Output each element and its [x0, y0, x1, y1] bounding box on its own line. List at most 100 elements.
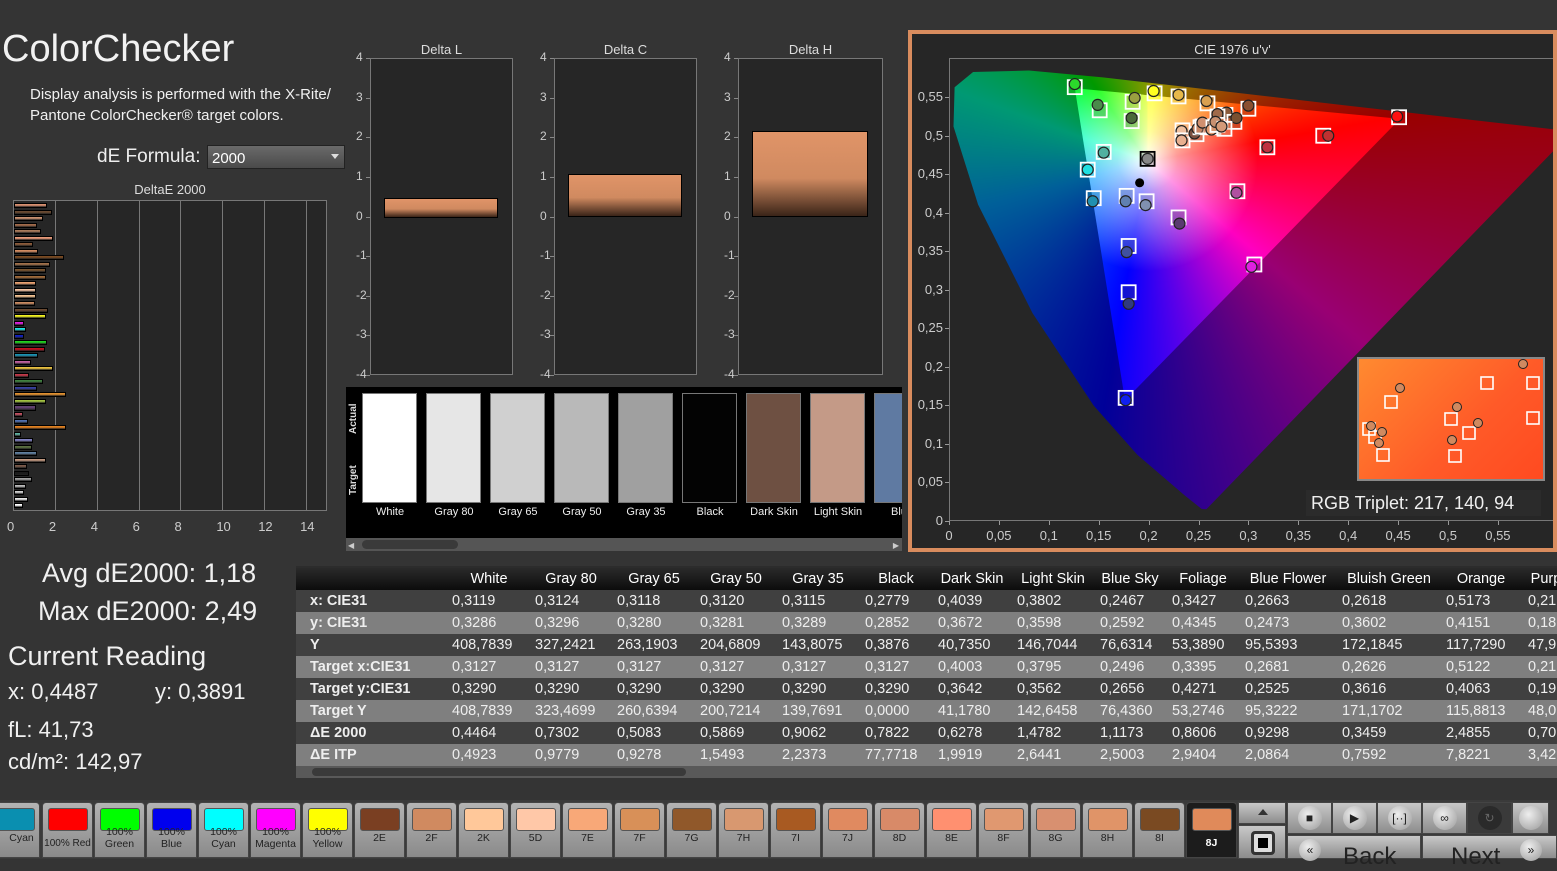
patch-button[interactable]: 8D — [874, 802, 925, 858]
table-cell: 117,7290 — [1446, 637, 1506, 653]
column-header[interactable]: Gray 80 — [545, 571, 597, 587]
tick-mark — [945, 366, 949, 368]
patch-button[interactable]: 100% Yellow — [302, 802, 353, 858]
table-cell: 48,0 — [1528, 703, 1557, 719]
deltae-bar — [14, 294, 37, 300]
next-button[interactable]: Next » — [1422, 835, 1557, 870]
patch-button[interactable]: 8H — [1082, 802, 1133, 858]
actual-label: Actual — [348, 403, 359, 434]
table-cell: 408,7839 — [452, 703, 513, 719]
column-header[interactable]: White — [470, 571, 508, 587]
color-swatch[interactable] — [874, 393, 902, 503]
color-swatch[interactable] — [746, 393, 801, 503]
patch-button[interactable]: Cyan — [0, 802, 40, 858]
table-scrollbar[interactable] — [296, 766, 1557, 778]
measured-marker — [1452, 402, 1462, 412]
color-swatch[interactable] — [682, 393, 737, 503]
column-header[interactable]: Purp — [1530, 571, 1557, 587]
patch-button[interactable]: 8G — [1030, 802, 1081, 858]
table-cell: 0,5869 — [700, 725, 745, 741]
tick-mark — [1497, 521, 1499, 525]
delta-bar — [384, 197, 498, 218]
tick-mark — [945, 251, 949, 253]
column-header[interactable]: Foliage — [1179, 571, 1227, 587]
column-header[interactable]: Gray 50 — [710, 571, 762, 587]
play-button[interactable]: ▶ — [1332, 802, 1377, 834]
column-header[interactable]: Blue Sky — [1101, 571, 1159, 587]
y-tick-label: 2 — [356, 129, 363, 144]
tick-mark — [1448, 521, 1449, 525]
tick-mark — [550, 137, 554, 139]
patch-button[interactable]: 8I — [1134, 802, 1185, 858]
color-swatch[interactable] — [362, 393, 417, 503]
table-cell: 0,3127 — [535, 659, 580, 675]
patch-button[interactable]: 8E — [926, 802, 977, 858]
fit-button[interactable]: [··] — [1377, 802, 1422, 834]
column-header[interactable]: Gray 65 — [628, 571, 680, 587]
patch-button[interactable]: 7E — [562, 802, 613, 858]
swatch-scrollbar[interactable]: ◀ ▶ — [346, 538, 902, 551]
patch-button[interactable]: 7J — [822, 802, 873, 858]
patch-button[interactable]: 100% Blue — [146, 802, 197, 858]
patch-button[interactable]: 7F — [614, 802, 665, 858]
x-tick-label: 6 — [132, 519, 140, 534]
table-cell: 0,5173 — [1446, 593, 1491, 609]
stop-patch-button[interactable] — [1238, 825, 1286, 859]
column-header[interactable]: Gray 35 — [792, 571, 844, 587]
deltae-bar — [14, 431, 21, 437]
column-header[interactable]: Dark Skin — [940, 571, 1004, 587]
column-header[interactable]: Blue Flower — [1249, 571, 1327, 587]
formula-select[interactable]: 2000 — [207, 145, 345, 169]
patch-button[interactable]: 7G — [666, 802, 717, 858]
record-button[interactable] — [1512, 802, 1549, 834]
color-swatch[interactable] — [810, 393, 865, 503]
deltae-bar — [14, 235, 53, 241]
deltae-bar — [14, 477, 33, 483]
patch-button[interactable]: 7H — [718, 802, 769, 858]
table-row: Target y:CIE31 0,3290 0,3290 0,3290 0,3290 0,… — [296, 678, 1557, 700]
color-swatch[interactable] — [426, 393, 481, 503]
column-header[interactable]: Black — [878, 571, 914, 587]
patch-button[interactable]: 7I — [770, 802, 821, 858]
stop-button[interactable]: ■ — [1287, 802, 1332, 834]
patch-button[interactable]: 100% Cyan — [198, 802, 249, 858]
color-swatch[interactable] — [554, 393, 609, 503]
color-swatch[interactable] — [618, 393, 673, 503]
back-button[interactable]: « Back — [1287, 835, 1421, 870]
patch-button[interactable]: 100% Magenta — [250, 802, 301, 858]
table-cell: 0,7302 — [535, 725, 580, 741]
patch-color — [1036, 808, 1076, 831]
patch-button[interactable]: 8J — [1186, 802, 1237, 858]
scrollbar-thumb[interactable] — [312, 768, 686, 776]
color-swatch[interactable] — [490, 393, 545, 503]
column-header[interactable]: Orange — [1456, 571, 1506, 587]
x-tick-label: 14 — [300, 519, 315, 534]
table-cell: 0,9062 — [782, 725, 827, 741]
table-cell: 41,1780 — [938, 703, 991, 719]
tick-mark — [734, 176, 738, 178]
column-header[interactable]: Light Skin — [1021, 571, 1085, 587]
scroll-up-button[interactable] — [1238, 802, 1286, 824]
loop-button[interactable]: ∞ — [1422, 802, 1467, 834]
patch-button[interactable]: 100% Green — [94, 802, 145, 858]
row-label: x: CIE31 — [310, 593, 368, 609]
table-cell: 0,3290 — [535, 681, 580, 697]
scrollbar-thumb[interactable] — [362, 540, 458, 549]
patch-button[interactable]: 2E — [354, 802, 405, 858]
triangle-up-icon — [1258, 809, 1268, 815]
tick-mark — [945, 96, 949, 98]
patch-button[interactable]: 8F — [978, 802, 1029, 858]
patch-button[interactable]: 5D — [510, 802, 561, 858]
patch-color — [48, 808, 88, 831]
target-marker — [1384, 395, 1398, 409]
measured-marker — [1119, 394, 1132, 407]
patch-label: 100% Green — [104, 826, 135, 850]
column-header[interactable]: Bluish Green — [1347, 571, 1431, 587]
patch-button[interactable]: 2K — [458, 802, 509, 858]
refresh-button[interactable]: ↻ — [1467, 802, 1512, 834]
table-cell: 0,3802 — [1017, 593, 1062, 609]
tick-mark — [734, 375, 738, 376]
table-cell: 0,2779 — [865, 593, 910, 609]
patch-button[interactable]: 100% Red — [42, 802, 93, 858]
patch-button[interactable]: 2F — [406, 802, 457, 858]
